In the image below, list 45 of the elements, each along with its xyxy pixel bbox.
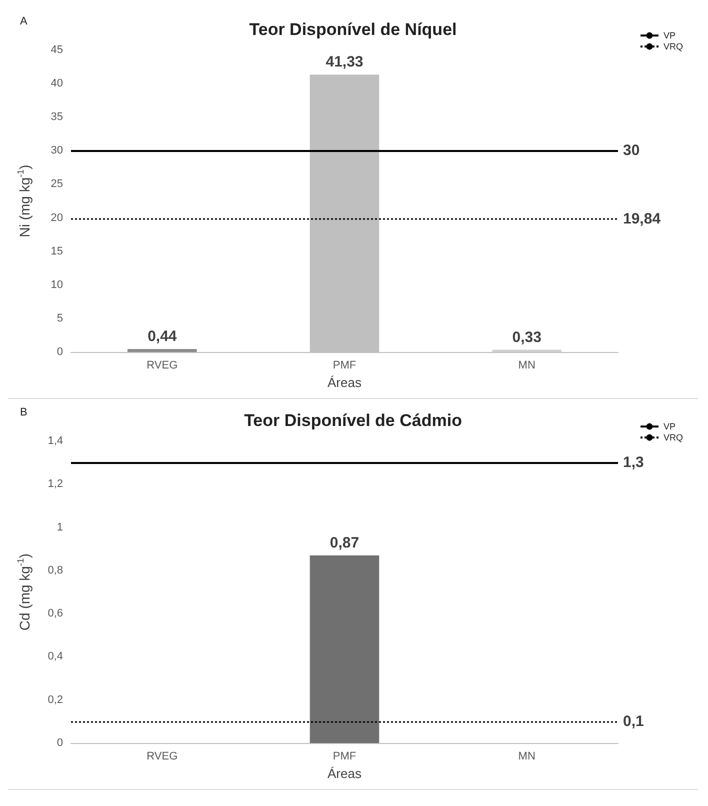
y-axis-title: Ni (mg kg-1): [16, 164, 32, 238]
x-tick-label: MN: [518, 360, 536, 372]
y-tick-label: 0,2: [48, 694, 63, 706]
y-tick-label: 30: [50, 144, 63, 157]
x-tick-label: PMF: [332, 360, 356, 372]
x-tick-label: MN: [518, 750, 536, 762]
y-tick-label: 25: [50, 178, 63, 190]
text: A: [20, 16, 28, 28]
y-tick-label: 1: [56, 521, 63, 534]
chart-title: Teor Disponível de Cádmio: [244, 411, 462, 430]
legend-label: VP: [663, 30, 676, 40]
y-tick-label: 1,2: [48, 478, 63, 490]
legend-label: VRQ: [663, 432, 684, 442]
data-label: 0,44: [148, 328, 178, 346]
y-tick-label: 1,4: [48, 435, 63, 447]
y-tick-label: 15: [50, 245, 63, 258]
data-label: 41,33: [326, 54, 364, 71]
x-tick-label: PMF: [332, 750, 356, 762]
text: 0,1: [623, 712, 644, 730]
text: B: [20, 406, 28, 418]
y-tick-label: 0: [56, 737, 63, 749]
y-tick-label: 10: [50, 278, 63, 291]
x-axis-title: Áreas: [328, 766, 362, 781]
y-tick-label: 35: [50, 111, 63, 124]
bar: [128, 349, 197, 352]
legend-label: VP: [663, 422, 676, 432]
y-axis-title: Cd (mg kg-1): [16, 553, 32, 631]
y-tick-label: 20: [50, 212, 63, 224]
x-tick-label: RVEG: [146, 750, 178, 762]
text: 30: [623, 142, 640, 160]
y-tick-label: 40: [50, 78, 63, 90]
data-label: 0,87: [330, 534, 360, 552]
data-label: 0,33: [512, 328, 542, 346]
y-tick-label: 0,6: [48, 608, 63, 620]
y-tick-label: 0,4: [48, 650, 63, 663]
x-tick-label: RVEG: [146, 360, 178, 372]
y-tick-label: 0,8: [48, 564, 63, 576]
chart-title: Teor Disponível de Níquel: [249, 20, 457, 39]
x-axis-title: Áreas: [328, 375, 362, 390]
text: 19,84: [623, 210, 662, 228]
y-tick-label: 45: [50, 44, 63, 56]
y-tick-label: 5: [56, 312, 63, 324]
legend-label: VRQ: [663, 42, 684, 52]
text: 1,3: [623, 454, 644, 472]
y-tick-label: 0: [56, 346, 63, 358]
